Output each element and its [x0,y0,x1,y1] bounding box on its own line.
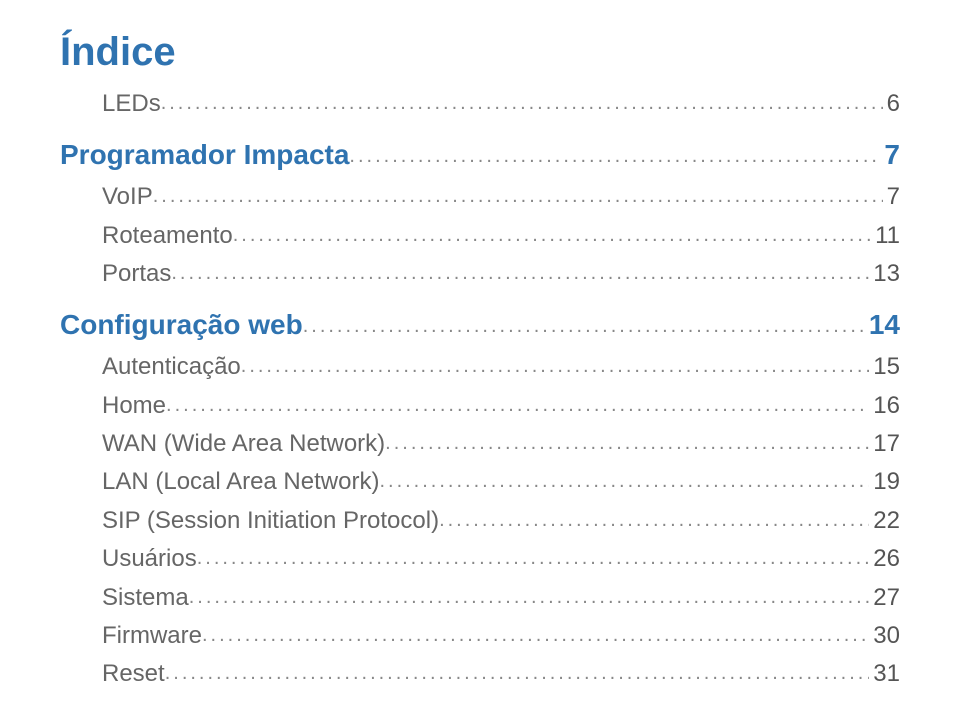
toc-entry: VoIP 7 [60,178,900,216]
toc-entry: Autenticação 15 [60,348,900,386]
toc-leaders [165,657,870,689]
toc-label: Roteamento [60,217,233,255]
toc-label: Home [60,387,166,425]
toc-page-number: 15 [869,348,900,386]
toc-label: LEDs [60,85,161,123]
toc-entry: Firmware 30 [60,617,900,655]
toc-leaders [379,465,869,497]
toc-heading-entry: Programador Impacta 7 [60,133,900,178]
toc-leaders [385,427,869,459]
toc-page-number: 7 [880,133,900,178]
toc-page-number: 17 [869,425,900,463]
toc-entry: Usuários 26 [60,540,900,578]
toc-entry: SIP (Session Initiation Protocol) 22 [60,502,900,540]
toc-leaders [145,696,870,701]
toc-entry: Home 16 [60,387,900,425]
toc-page-number: 7 [883,178,900,216]
toc-page-number: 33 [869,694,900,701]
toc-page-number: 30 [869,617,900,655]
toc-label: VoIP [60,178,153,216]
toc-page-number: 13 [869,255,900,293]
toc-page-number: 11 [871,217,900,255]
toc-leaders [349,140,880,172]
toc-page-number: 16 [869,387,900,425]
toc-page-number: 19 [869,463,900,501]
toc-leaders [197,542,870,574]
toc-page-number: 14 [865,303,900,348]
toc-label: Autenticação [60,348,241,386]
toc-label: Sistema [60,579,189,617]
toc-entry: Reset 31 [60,655,900,693]
toc-leaders [439,504,869,536]
toc-entry: Portas 13 [60,255,900,293]
toc-page-number: 6 [883,85,900,123]
toc-label: Firmware [60,617,202,655]
toc-entry: LAN (Local Area Network) 19 [60,463,900,501]
toc-leaders [189,581,870,613]
toc-label: LAN (Local Area Network) [60,463,379,501]
toc-entry: LEDs 6 [60,85,900,123]
toc-leaders [153,180,883,212]
toc-label: Usuários [60,540,197,578]
toc-label: Portas [60,255,171,293]
toc-heading-label: Programador Impacta [60,133,349,178]
toc-label: Reset [60,655,165,693]
toc-heading-entry: Configuração web 14 [60,303,900,348]
toc-entry: Roteamento 11 [60,217,900,255]
toc-list: LEDs 6 Programador Impacta 7 VoIP 7 Rote… [60,85,900,701]
toc-page-number: 26 [869,540,900,578]
toc-entry: Sistema 27 [60,579,900,617]
toc-page-number: 27 [869,579,900,617]
toc-label: SIP (Session Initiation Protocol) [60,502,439,540]
toc-leaders [166,389,869,421]
toc-leaders [233,219,871,251]
toc-leaders [161,87,883,119]
toc-page-number: 31 [869,655,900,693]
toc-label: WAN (Wide Area Network) [60,425,385,463]
toc-leaders [241,350,870,382]
toc-heading-label: Configuração web [60,303,303,348]
toc-leaders [202,619,869,651]
toc-label: Sair [60,694,145,701]
page-title: Índice [60,30,900,75]
toc-page: Índice LEDs 6 Programador Impacta 7 VoIP… [0,0,960,701]
toc-entry: WAN (Wide Area Network) 17 [60,425,900,463]
toc-leaders [303,310,865,342]
toc-entry: Sair 33 [60,694,900,701]
toc-page-number: 22 [869,502,900,540]
toc-leaders [171,257,869,289]
